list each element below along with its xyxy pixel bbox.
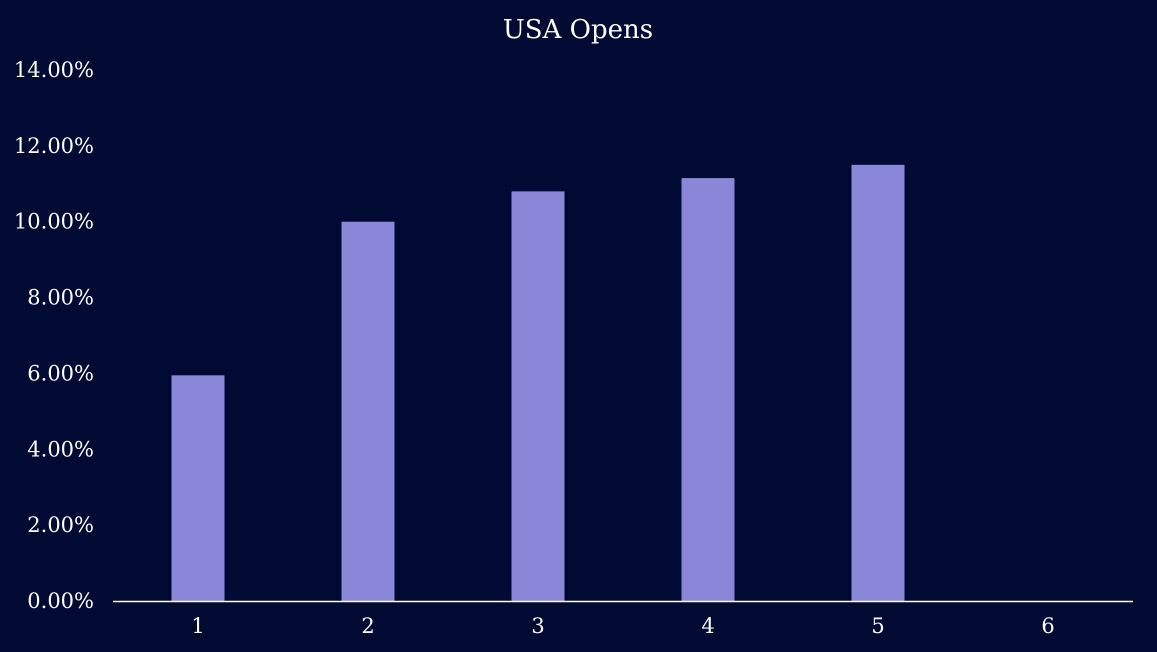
y-tick-label: 12.00% — [14, 134, 94, 158]
y-tick-label: 6.00% — [27, 361, 94, 385]
x-axis-tick-labels: 1 2 3 4 5 6 — [191, 614, 1054, 638]
y-tick-label: 2.00% — [27, 513, 94, 537]
y-tick-label: 4.00% — [27, 437, 94, 461]
y-tick-label: 0.00% — [27, 589, 94, 613]
x-tick-label: 6 — [1041, 614, 1054, 638]
x-tick-label: 5 — [871, 614, 884, 638]
x-tick-label: 1 — [191, 614, 204, 638]
y-tick-label: 8.00% — [27, 286, 94, 310]
bar-4 — [681, 178, 735, 601]
chart-title: USA Opens — [503, 15, 653, 45]
y-axis-tick-labels: 0.00% 2.00% 4.00% 6.00% 8.00% 10.00% 12.00% 14.… — [14, 58, 94, 613]
bar-2 — [341, 221, 395, 601]
bars — [171, 164, 905, 602]
bar-1 — [171, 375, 225, 601]
y-tick-label: 10.00% — [14, 210, 94, 234]
y-tick-label: 14.00% — [14, 58, 94, 82]
x-tick-label: 3 — [531, 614, 544, 638]
bar-3 — [511, 191, 565, 601]
x-tick-label: 4 — [701, 614, 714, 638]
bar-5 — [851, 164, 905, 602]
x-tick-label: 2 — [361, 614, 374, 638]
